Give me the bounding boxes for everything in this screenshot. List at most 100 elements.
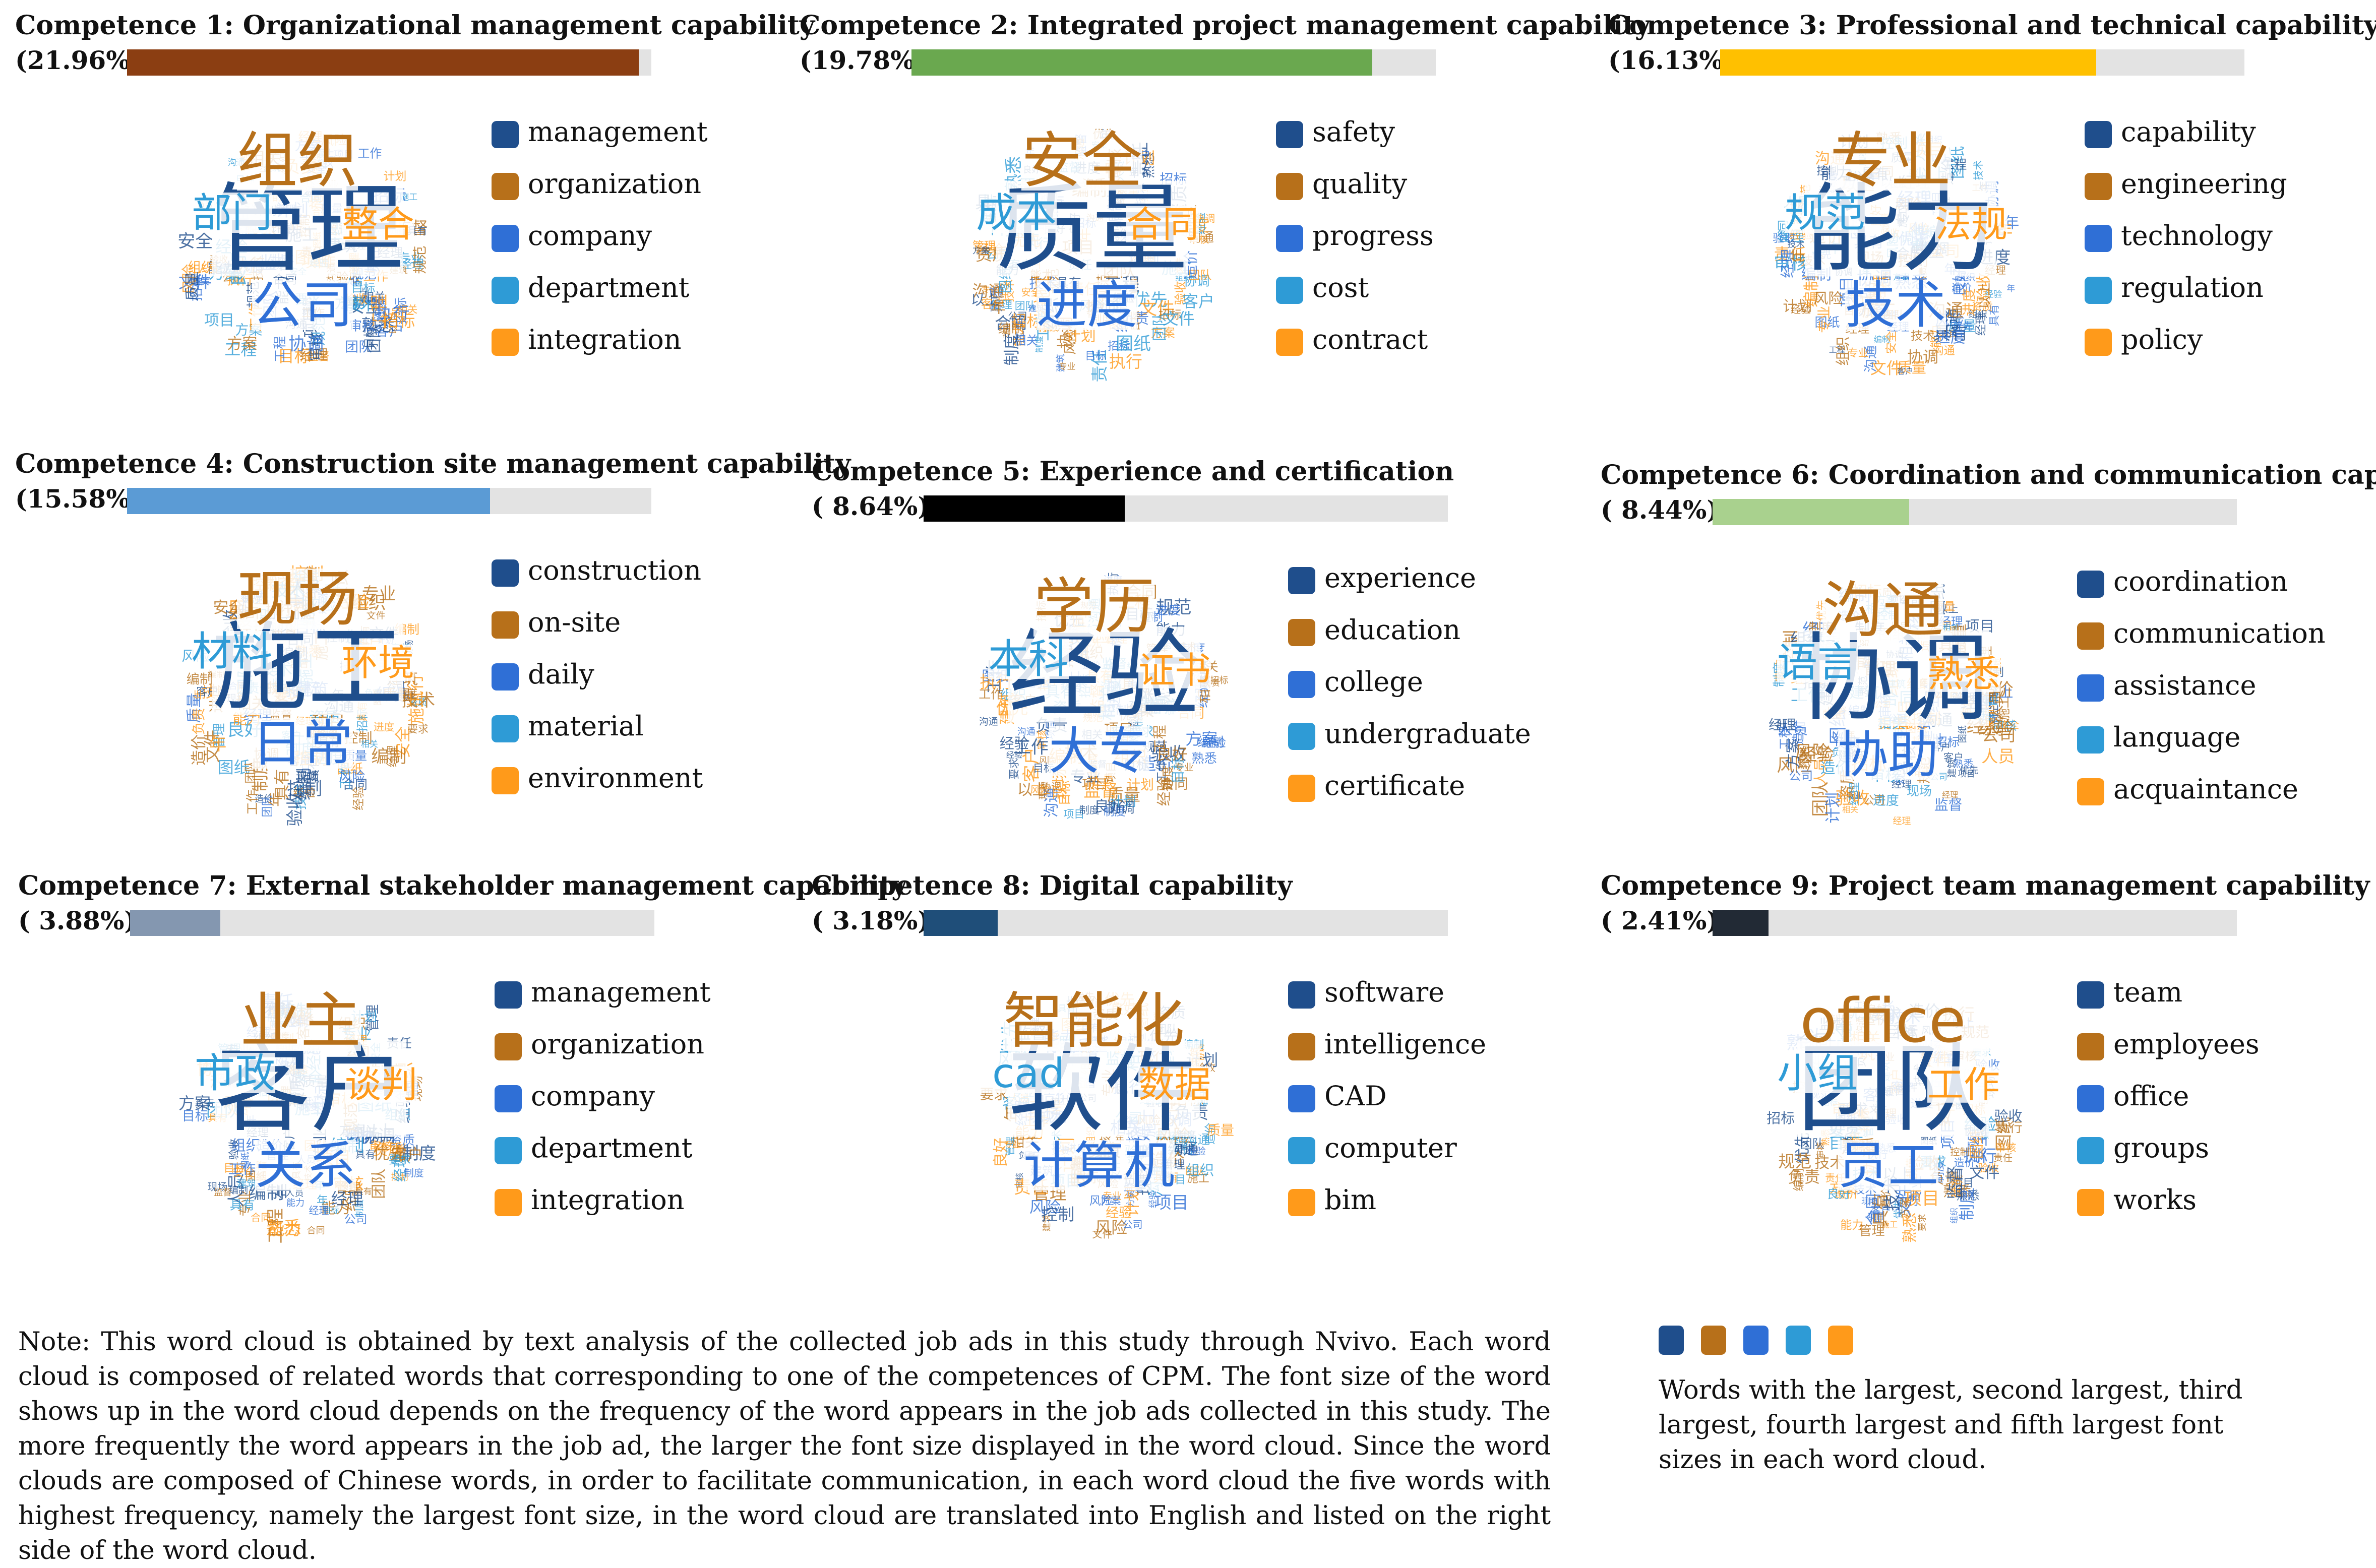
cloud-filler-word: 要求 (1008, 758, 1020, 779)
cloud-filler-word: 经验 (369, 296, 385, 306)
cloud-top-word-5: 法规 (1935, 203, 2007, 245)
cloud-filler-word: 目标 (223, 1162, 246, 1175)
legend-label: organization (528, 168, 702, 200)
cloud-filler-word: 人员 (1813, 758, 1829, 785)
competence-panel-8: Competence 8: Digital capability ( 3.18%)… (812, 870, 1598, 1304)
cloud-filler-word: 沟通 (1933, 345, 1955, 357)
legend-label: capability (2121, 116, 2256, 148)
cloud-filler-word: 规范 (411, 246, 428, 274)
cloud-filler-word: 质量 (184, 272, 201, 301)
cloud-word-backdrop (255, 1140, 356, 1190)
cloud-filler-word: 审核 (1015, 1172, 1024, 1188)
cloud-filler-word: 项目 (1063, 808, 1084, 821)
competence-title: Competence 7: External stakeholder manag… (18, 870, 907, 901)
legend-swatch (2085, 329, 2112, 356)
cloud-filler-word: 建筑 (1952, 1175, 1965, 1198)
legend-swatch (495, 981, 522, 1009)
legend-label: on-site (528, 606, 621, 638)
cloud-word-backdrop (237, 569, 358, 629)
cloud-top-word-4: cad (992, 1050, 1065, 1097)
competence-title: Competence 6: Coordination and communica… (1601, 460, 2376, 490)
cloud-filler-word: 质量 (1948, 318, 1976, 335)
cloud-filler-word: 验收 (1174, 281, 1188, 305)
cloud-filler-word: 编制 (371, 747, 406, 767)
cloud-filler-word: 熟悉 (989, 285, 1005, 312)
cloud-word-backdrop (1838, 729, 1938, 780)
legend-swatch (2077, 981, 2104, 1009)
legend-swatch (1288, 1137, 1315, 1164)
cloud-top-word-3: 大专 (1049, 722, 1149, 781)
legend-label: works (2113, 1184, 2197, 1216)
cloud-filler-word: 图纸 (240, 1152, 251, 1169)
cloud-filler-word: 协调 (1907, 348, 1938, 366)
cloud-filler-word: 团队 (1151, 312, 1168, 341)
cloud-filler-word: 团队 (1800, 1137, 1824, 1151)
cloud-filler-word: 目标 (323, 1206, 339, 1215)
cloud-top-word-5: 环境 (342, 642, 414, 684)
cloud-filler-word: 负责 (1788, 1167, 1820, 1186)
cloud-filler-word: 图纸 (1116, 334, 1151, 354)
cloud-filler-word: 工作 (228, 1161, 257, 1177)
cloud-word-backdrop (1838, 1140, 1938, 1190)
cloud-filler-word: 目标 (1057, 780, 1072, 805)
cloud-top-word-4: 本科 (988, 636, 1069, 682)
cloud-filler-word: 能力 (268, 1219, 301, 1239)
cloud-filler-word: 年 (193, 689, 205, 700)
cloud-filler-word: 编制 (1197, 735, 1224, 750)
cloud-filler-word: 专业 (362, 584, 396, 604)
cloud-filler-word: 沟通 (373, 298, 386, 320)
share-bar-track (1713, 910, 2237, 936)
cloud-top-word-5: 熟悉 (1927, 653, 2000, 695)
cloud-filler-word: 工作 (357, 147, 382, 161)
cloud-filler-word: 公司 (1982, 726, 2016, 746)
cloud-word-backdrop (1126, 206, 1199, 242)
cloud-filler-word: 进度 (1873, 793, 1899, 808)
cloud-filler-word: 现场 (1907, 784, 1932, 798)
cloud-word-backdrop (968, 1053, 1089, 1093)
cloud-top-word-5: 谈判 (345, 1063, 417, 1106)
cloud-filler-word: 验收 (1773, 232, 1796, 245)
cloud-filler-word: 负责 (195, 1098, 214, 1109)
cloud-filler-word: 技术 (293, 783, 309, 810)
competence-percentage: (19.78%) (800, 45, 927, 75)
cloud-filler-word: 经理 (400, 257, 424, 271)
cloud-filler-word: 控制 (391, 1172, 408, 1182)
cloud-filler-word: 负责 (192, 708, 207, 735)
cloud-filler-word: 监督 (214, 1187, 232, 1198)
legend-label: construction (528, 554, 702, 586)
competence-panel-1: Competence 1: Organizational management … (15, 10, 815, 444)
cloud-filler-word: 专业 (1002, 323, 1012, 339)
cloud-filler-word: 风险 (1030, 784, 1050, 796)
cloud-filler-word: 工程 (266, 1208, 286, 1243)
cloud-filler-word: 工程 (1829, 345, 1845, 354)
competence-panel-6: Competence 6: Coordination and communica… (1601, 460, 2376, 893)
cloud-filler-word: 经理 (1974, 312, 1987, 336)
cloud-filler-word: 制度 (1103, 806, 1125, 819)
cloud-filler-word: 客户 (1022, 747, 1042, 782)
cloud-filler-word: 沟通 (972, 281, 1004, 300)
legend-label: department (528, 272, 690, 303)
cloud-filler-word: 规范 (1778, 1152, 1811, 1171)
cloud-filler-word: 经理 (1769, 717, 1796, 733)
legend-swatch (492, 559, 519, 587)
cloud-filler-word: 以上 (1978, 283, 1993, 309)
legend-swatch (1288, 567, 1315, 594)
cloud-filler-word: 建筑 (1042, 1215, 1052, 1232)
cloud-filler-word: 项目 (1941, 329, 1957, 339)
cloud-filler-word: 计划 (1127, 778, 1154, 793)
legend-label: quality (1312, 168, 1408, 200)
cloud-filler-word: 编制 (294, 768, 314, 800)
cloud-top-word-2: 专业 (1830, 126, 1951, 196)
legend-swatch (495, 1085, 522, 1112)
cloud-filler-word: 图纸 (218, 758, 250, 777)
cloud-filler-word: 合同 (307, 1226, 325, 1236)
cloud-filler-word: 团队 (345, 339, 372, 355)
cloud-filler-word: 以上 (1017, 781, 1048, 799)
cloud-filler-word: 工程 (370, 294, 390, 329)
cloud-word-backdrop (1023, 1140, 1175, 1190)
cloud-word-backdrop (1138, 1066, 1211, 1103)
cloud-filler-word: 组织 (1968, 309, 1987, 320)
cloud-word-backdrop (1049, 726, 1149, 776)
cloud-filler-word: 经验 (1155, 777, 1173, 806)
legend-swatch (2077, 1033, 2104, 1060)
